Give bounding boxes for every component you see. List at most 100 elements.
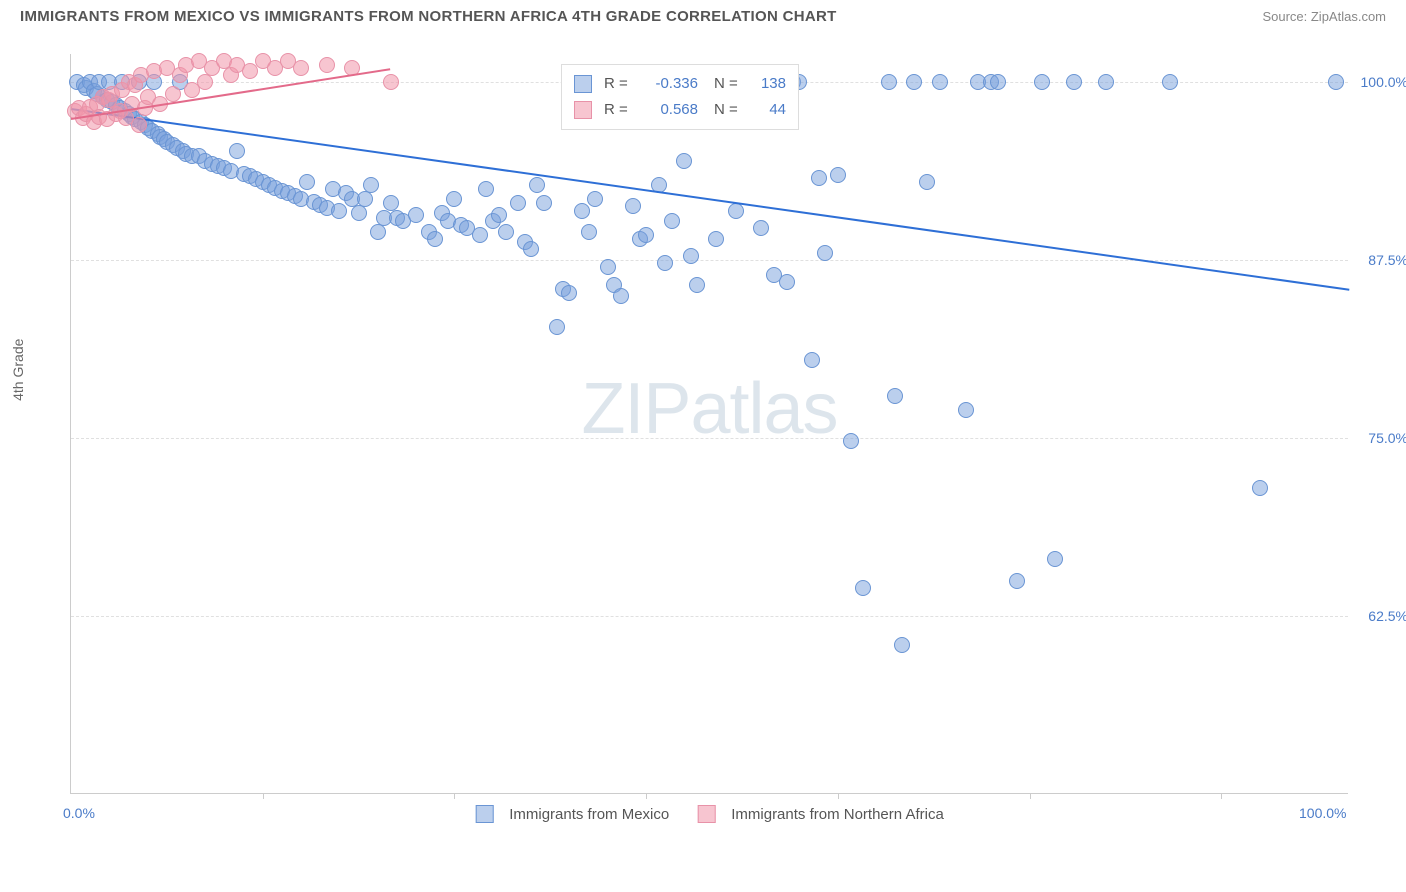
x-tick-label: 0.0%: [63, 805, 95, 821]
scatter-point: [131, 117, 147, 133]
scatter-point: [958, 402, 974, 418]
scatter-point: [319, 57, 335, 73]
scatter-point: [881, 74, 897, 90]
n-value: 44: [750, 97, 786, 123]
scatter-point: [331, 203, 347, 219]
scatter-point: [830, 167, 846, 183]
legend-swatch: [475, 805, 493, 823]
watermark-zip: ZIP: [581, 369, 690, 449]
x-tick: [646, 793, 647, 799]
scatter-point: [919, 174, 935, 190]
scatter-point: [625, 198, 641, 214]
scatter-point: [574, 203, 590, 219]
scatter-point: [1162, 74, 1178, 90]
scatter-point: [408, 207, 424, 223]
y-tick-label: 87.5%: [1368, 252, 1406, 268]
scatter-point: [689, 277, 705, 293]
scatter-point: [549, 319, 565, 335]
r-label: R =: [604, 71, 636, 97]
x-tick-label: 100.0%: [1299, 805, 1346, 821]
scatter-point: [446, 191, 462, 207]
stats-legend-row: R =0.568 N =44: [574, 97, 786, 123]
scatter-point: [804, 352, 820, 368]
watermark-atlas: atlas: [690, 369, 837, 449]
scatter-point: [728, 203, 744, 219]
scatter-point: [165, 86, 181, 102]
r-value: -0.336: [640, 71, 698, 97]
scatter-point: [613, 288, 629, 304]
scatter-point: [708, 231, 724, 247]
x-tick: [263, 793, 264, 799]
scatter-point: [478, 181, 494, 197]
n-label: N =: [714, 97, 746, 123]
scatter-point: [299, 174, 315, 190]
legend-swatch: [697, 805, 715, 823]
scatter-point: [229, 143, 245, 159]
x-tick: [838, 793, 839, 799]
scatter-point: [510, 195, 526, 211]
scatter-point: [683, 248, 699, 264]
scatter-point: [664, 213, 680, 229]
scatter-point: [529, 177, 545, 193]
scatter-point: [753, 220, 769, 236]
scatter-point: [1047, 551, 1063, 567]
scatter-point: [1252, 480, 1268, 496]
y-tick-label: 75.0%: [1368, 430, 1406, 446]
scatter-point: [779, 274, 795, 290]
scatter-point: [894, 637, 910, 653]
chart-container: 4th Grade ZIPatlas 62.5%75.0%87.5%100.0%…: [38, 44, 1378, 804]
legend-swatch: [574, 75, 592, 93]
chart-title: IMMIGRANTS FROM MEXICO VS IMMIGRANTS FRO…: [20, 8, 837, 25]
header: IMMIGRANTS FROM MEXICO VS IMMIGRANTS FRO…: [0, 0, 1406, 29]
scatter-point: [906, 74, 922, 90]
scatter-point: [811, 170, 827, 186]
scatter-point: [843, 433, 859, 449]
r-label: R =: [604, 97, 636, 123]
scatter-point: [472, 227, 488, 243]
y-axis-label: 4th Grade: [10, 339, 26, 401]
trend-line: [71, 108, 1349, 291]
scatter-point: [293, 60, 309, 76]
stats-legend: R =-0.336 N =138 R =0.568 N =44: [561, 64, 799, 130]
bottom-legend: Immigrants from Mexico Immigrants from No…: [475, 805, 944, 823]
scatter-point: [1009, 573, 1025, 589]
scatter-point: [887, 388, 903, 404]
scatter-point: [817, 245, 833, 261]
scatter-point: [600, 259, 616, 275]
stats-legend-row: R =-0.336 N =138: [574, 71, 786, 97]
scatter-point: [932, 74, 948, 90]
x-tick: [454, 793, 455, 799]
r-value: 0.568: [640, 97, 698, 123]
scatter-point: [498, 224, 514, 240]
x-tick: [1030, 793, 1031, 799]
scatter-point: [1034, 74, 1050, 90]
scatter-point: [491, 207, 507, 223]
gridline: [71, 616, 1348, 617]
scatter-point: [657, 255, 673, 271]
legend-item: Immigrants from Northern Africa: [697, 805, 944, 823]
scatter-point: [351, 205, 367, 221]
scatter-point: [536, 195, 552, 211]
scatter-point: [1328, 74, 1344, 90]
scatter-point: [1098, 74, 1114, 90]
scatter-point: [357, 191, 373, 207]
scatter-point: [990, 74, 1006, 90]
scatter-point: [363, 177, 379, 193]
n-label: N =: [714, 71, 746, 97]
scatter-point: [676, 153, 692, 169]
scatter-point: [581, 224, 597, 240]
scatter-point: [523, 241, 539, 257]
scatter-point: [383, 74, 399, 90]
scatter-point: [638, 227, 654, 243]
source-label: Source: ZipAtlas.com: [1262, 9, 1386, 24]
n-value: 138: [750, 71, 786, 97]
y-tick-label: 100.0%: [1361, 74, 1406, 90]
x-tick: [1221, 793, 1222, 799]
plot-area: ZIPatlas 62.5%75.0%87.5%100.0%0.0%100.0%…: [70, 54, 1348, 794]
legend-label: Immigrants from Northern Africa: [731, 806, 944, 823]
gridline: [71, 438, 1348, 439]
legend-label: Immigrants from Mexico: [509, 806, 669, 823]
scatter-point: [1066, 74, 1082, 90]
legend-swatch: [574, 101, 592, 119]
y-tick-label: 62.5%: [1368, 608, 1406, 624]
